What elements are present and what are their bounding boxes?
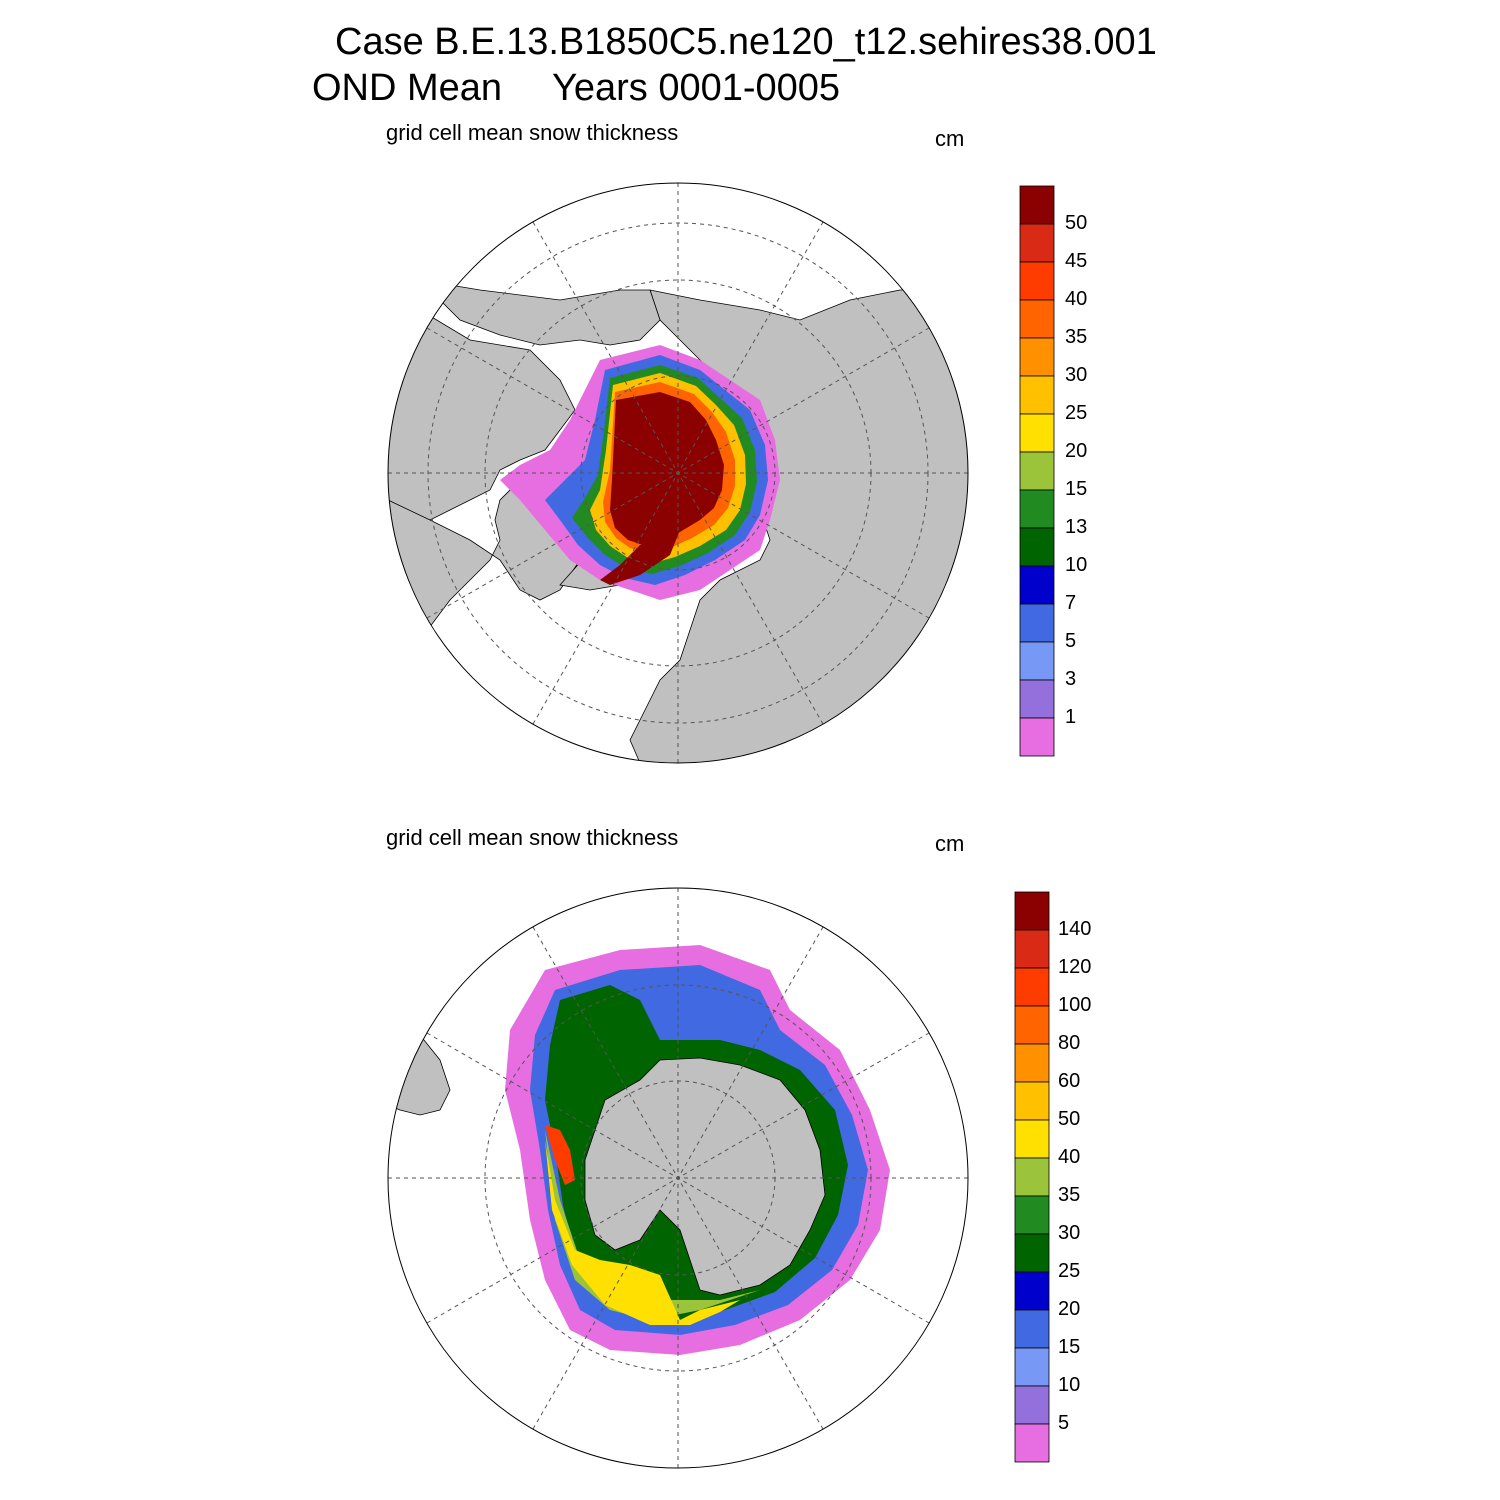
north-polar-map bbox=[387, 182, 969, 764]
south-panel-title: grid cell mean snow thickness bbox=[386, 825, 679, 850]
south-snow-peninsula-red bbox=[545, 1125, 575, 1185]
figure-title-years: Years 0001-0005 bbox=[552, 67, 841, 109]
north-land-alaska-siberia bbox=[418, 279, 661, 346]
north-colorbar-tick-label: 20 bbox=[1065, 440, 1088, 462]
north-colorbar-swatch bbox=[1019, 375, 1055, 415]
south-colorbar-swatch bbox=[1014, 1385, 1050, 1425]
north-colorbar-swatch bbox=[1019, 679, 1055, 719]
south-colorbar-tick-label: 120 bbox=[1058, 956, 1092, 978]
south-colorbar-tick-label: 140 bbox=[1058, 918, 1092, 940]
north-colorbar-tick-label: 13 bbox=[1065, 516, 1088, 538]
south-colorbar-swatch bbox=[1014, 1271, 1050, 1311]
north-snow-atlantic-tongue bbox=[600, 530, 680, 585]
south-land-antarctica bbox=[584, 1057, 826, 1296]
north-colorbar-tick-label: 7 bbox=[1065, 592, 1077, 614]
south-colorbar-tick-label: 5 bbox=[1058, 1412, 1070, 1434]
north-colorbar-swatch bbox=[1019, 489, 1055, 529]
south-colorbar bbox=[1014, 891, 1050, 1463]
north-colorbar bbox=[1019, 185, 1055, 757]
south-colorbar-tick-label: 15 bbox=[1058, 1336, 1081, 1358]
north-colorbar-tick-label: 30 bbox=[1065, 364, 1088, 386]
north-colorbar-tick-label: 3 bbox=[1065, 668, 1077, 690]
south-colorbar-swatch bbox=[1014, 1423, 1050, 1463]
north-panel-title: grid cell mean snow thickness bbox=[386, 120, 679, 145]
north-colorbar-swatch bbox=[1019, 603, 1055, 643]
south-colorbar-tick-label: 40 bbox=[1058, 1146, 1081, 1168]
north-colorbar-tick-label: 35 bbox=[1065, 326, 1088, 348]
south-colorbar-swatch bbox=[1014, 1309, 1050, 1349]
north-units-label: cm bbox=[935, 126, 965, 151]
north-colorbar-swatch bbox=[1019, 185, 1055, 225]
south-units-label: cm bbox=[935, 831, 965, 856]
south-colorbar-tick-label: 60 bbox=[1058, 1070, 1081, 1092]
figure-title-case: Case B.E.13.B1850C5.ne120_t12.sehires38.… bbox=[335, 21, 1157, 63]
south-colorbar-swatch bbox=[1014, 1005, 1050, 1045]
north-colorbar-tick-label: 1 bbox=[1065, 706, 1077, 728]
south-colorbar-tick-label: 100 bbox=[1058, 994, 1092, 1016]
north-colorbar-swatch bbox=[1019, 717, 1055, 757]
south-graticule bbox=[388, 888, 968, 1468]
south-colorbar-swatch bbox=[1014, 1043, 1050, 1083]
north-snow-core bbox=[610, 392, 724, 545]
south-colorbar-swatch bbox=[1014, 1119, 1050, 1159]
south-colorbar-swatch bbox=[1014, 1233, 1050, 1273]
north-colorbar-tick-label: 25 bbox=[1065, 402, 1088, 424]
north-colorbar-tick-label: 5 bbox=[1065, 630, 1077, 652]
north-colorbar-tick-label: 15 bbox=[1065, 478, 1088, 500]
north-graticule bbox=[388, 183, 968, 763]
north-colorbar-swatch bbox=[1019, 451, 1055, 491]
south-colorbar-tick-label: 35 bbox=[1058, 1184, 1081, 1206]
north-colorbar-tick-label: 45 bbox=[1065, 250, 1088, 272]
north-map-border bbox=[387, 182, 969, 764]
south-polar-map bbox=[387, 887, 969, 1469]
north-colorbar-swatch bbox=[1019, 565, 1055, 605]
south-colorbar-tick-label: 10 bbox=[1058, 1374, 1081, 1396]
north-colorbar-swatch bbox=[1019, 527, 1055, 567]
south-map-border bbox=[387, 887, 969, 1469]
north-colorbar-swatch bbox=[1019, 337, 1055, 377]
south-colorbar-tick-label: 30 bbox=[1058, 1222, 1081, 1244]
figure-title-period: OND Mean bbox=[312, 67, 503, 109]
south-colorbar-swatch bbox=[1014, 1157, 1050, 1197]
south-colorbar-swatch bbox=[1014, 1081, 1050, 1121]
south-colorbar-swatch bbox=[1014, 1347, 1050, 1387]
north-colorbar-swatch bbox=[1019, 299, 1055, 339]
south-colorbar-tick-label: 25 bbox=[1058, 1260, 1081, 1282]
north-colorbar-swatch bbox=[1019, 261, 1055, 301]
south-colorbar-swatch bbox=[1014, 1195, 1050, 1235]
north-colorbar-tick-label: 50 bbox=[1065, 212, 1088, 234]
north-colorbar-swatch bbox=[1019, 641, 1055, 681]
north-colorbar-tick-label: 10 bbox=[1065, 554, 1088, 576]
south-colorbar-swatch bbox=[1014, 967, 1050, 1007]
south-colorbar-swatch bbox=[1014, 929, 1050, 969]
south-colorbar-tick-label: 50 bbox=[1058, 1108, 1081, 1130]
north-colorbar-tick-label: 40 bbox=[1065, 288, 1088, 310]
north-colorbar-swatch bbox=[1019, 413, 1055, 453]
south-colorbar-tick-label: 20 bbox=[1058, 1298, 1081, 1320]
north-colorbar-swatch bbox=[1019, 223, 1055, 263]
south-colorbar-swatch bbox=[1014, 891, 1050, 931]
south-snow-band-5 bbox=[545, 1140, 740, 1325]
south-colorbar-tick-label: 80 bbox=[1058, 1032, 1081, 1054]
